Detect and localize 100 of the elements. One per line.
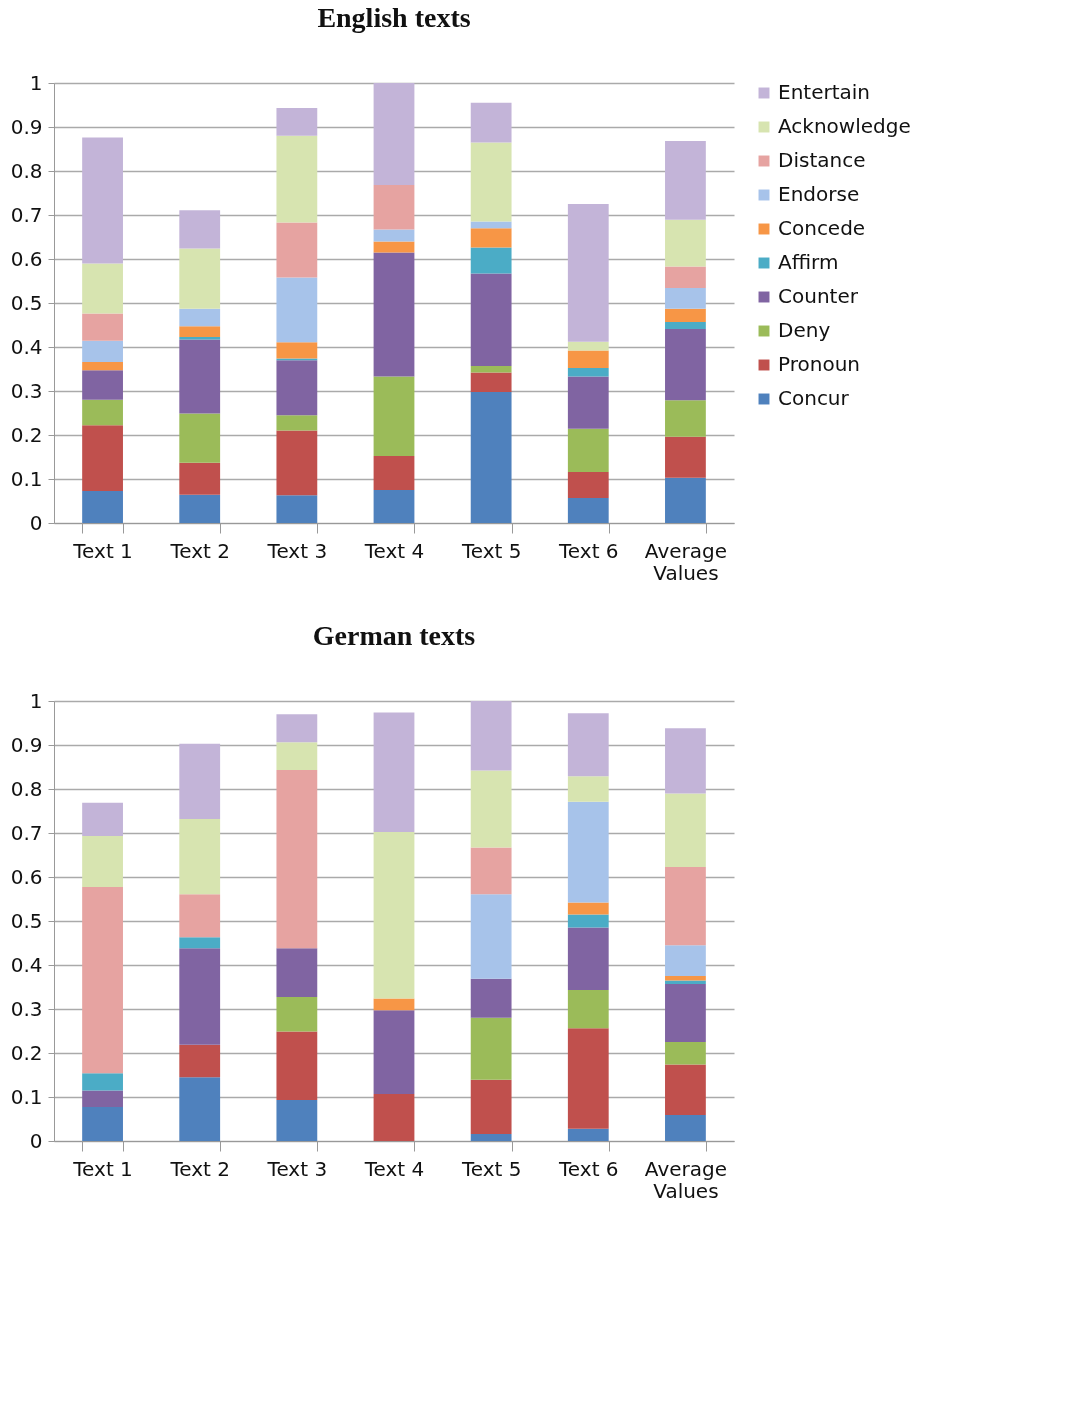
bar (567, 914, 609, 928)
bar (179, 1077, 221, 1141)
bar (567, 204, 609, 342)
bar (665, 308, 706, 322)
y-tick-label: 0.2 (10, 1040, 43, 1065)
bar (82, 887, 123, 1074)
bar (470, 701, 512, 771)
bar (179, 210, 221, 249)
x-tick-label: Text 3 (266, 1156, 328, 1181)
legend-label: Distance (778, 148, 866, 172)
legend-label: Entertain (778, 80, 871, 104)
bar (82, 263, 123, 314)
x-tick-label: Text 2 (169, 1156, 230, 1181)
bar (276, 1031, 318, 1101)
x-tick-label: Text 4 (363, 1156, 425, 1181)
bar (373, 241, 415, 253)
bar (179, 1044, 221, 1078)
bar (665, 976, 706, 981)
bar (82, 1073, 123, 1091)
x-tick-label: Average Values (644, 1156, 727, 1203)
bar (276, 714, 318, 743)
bar (470, 102, 512, 143)
bar (179, 494, 221, 523)
y-tick-label: 0.7 (10, 202, 43, 227)
bar (470, 894, 512, 979)
x-tick-label: Text 4 (363, 538, 425, 563)
bar (567, 428, 609, 472)
bar (179, 818, 221, 895)
bar (179, 894, 221, 938)
bar (82, 399, 123, 426)
legend-label: Acknowledge (778, 114, 911, 138)
bar (665, 288, 706, 309)
x-tick-label: Text 1 (72, 538, 133, 563)
chart-title: English texts (317, 2, 471, 33)
x-tick-label: Text 5 (460, 1156, 522, 1181)
bar (665, 983, 706, 1042)
bar (276, 742, 318, 771)
bar (82, 370, 123, 400)
y-tick-label: 0.3 (10, 378, 43, 403)
chart-title: German texts (312, 620, 476, 651)
legend-label: Affirm (778, 250, 839, 274)
y-tick-label: 0.6 (10, 864, 43, 889)
bar (179, 248, 221, 309)
bar (665, 141, 706, 220)
bar (567, 471, 609, 498)
y-tick-label: 0.6 (10, 246, 43, 271)
legend-label: Concur (778, 386, 850, 410)
bar (665, 793, 706, 867)
bar (179, 413, 221, 463)
bar (82, 802, 123, 837)
y-tick-label: 0.2 (10, 422, 43, 447)
x-tick-label: Text 6 (558, 538, 619, 563)
y-tick-label: 0.5 (10, 290, 43, 315)
bar (373, 229, 415, 242)
bar (179, 339, 221, 414)
bar (179, 948, 221, 1045)
bar (470, 273, 512, 366)
bar (276, 770, 318, 949)
bar (82, 1107, 123, 1141)
bar (373, 1093, 415, 1141)
bar (276, 415, 318, 431)
bar (567, 713, 609, 777)
bar (179, 937, 221, 949)
bar (567, 368, 609, 377)
bar (470, 221, 512, 229)
y-tick-label: 0.8 (10, 158, 43, 183)
bar (567, 1028, 609, 1129)
bar (567, 776, 609, 802)
bar (470, 1133, 512, 1141)
bar (82, 340, 123, 362)
bar (470, 978, 512, 1018)
bar (665, 1115, 706, 1141)
legend-label: Counter (778, 284, 859, 308)
bar (82, 836, 123, 888)
bar (373, 185, 415, 230)
bar (470, 391, 512, 523)
bar (567, 990, 609, 1029)
bar (373, 376, 415, 457)
bar (665, 728, 706, 794)
bar (82, 425, 123, 491)
bar (470, 1079, 512, 1134)
bar (373, 83, 415, 186)
x-tick-label: Text 5 (460, 538, 522, 563)
bar (373, 832, 415, 999)
y-tick-label: 0.9 (10, 732, 43, 757)
y-tick-label: 1 (29, 688, 43, 713)
y-tick-label: 0 (29, 1128, 43, 1153)
bar (567, 801, 609, 903)
legend-label: Endorse (778, 182, 860, 206)
bar (665, 477, 706, 523)
bar (470, 1017, 512, 1080)
bar (470, 770, 512, 848)
bar (276, 108, 318, 136)
y-tick-label: 0.9 (10, 114, 43, 139)
y-tick-label: 1 (29, 70, 43, 95)
bar (665, 219, 706, 267)
bar (567, 927, 609, 991)
bar (179, 462, 221, 495)
legend-label: Pronoun (778, 352, 860, 376)
bar (470, 142, 512, 222)
